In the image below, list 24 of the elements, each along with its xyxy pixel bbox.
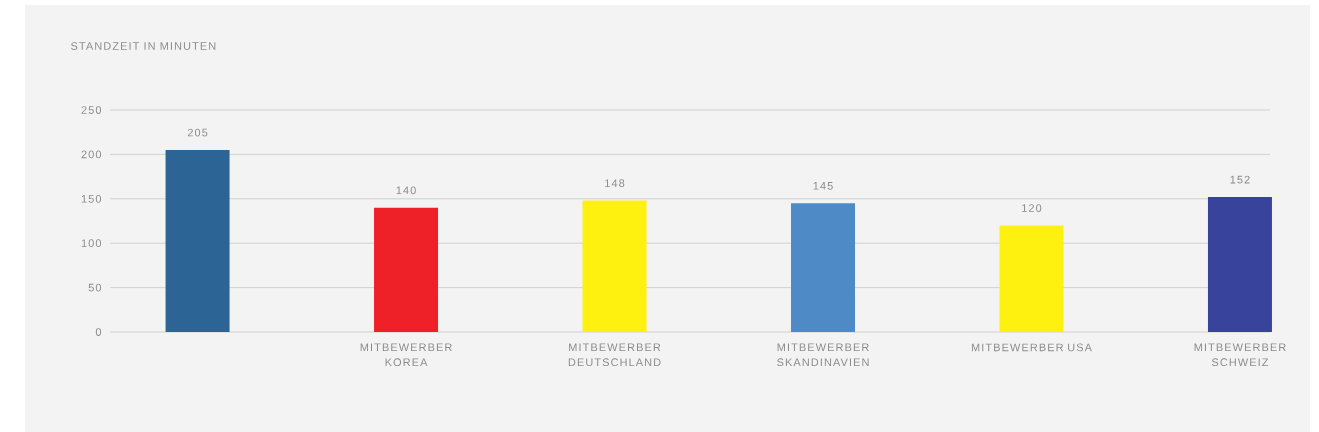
y-tick-label: 250 bbox=[81, 106, 102, 114]
x-tick-label: MITBEWERBER USA bbox=[971, 343, 1092, 352]
data-label: 148 bbox=[605, 179, 625, 188]
data-label: 205 bbox=[187, 128, 208, 137]
data-label: 145 bbox=[813, 182, 833, 190]
bar bbox=[999, 225, 1064, 332]
y-tick-label: 0 bbox=[95, 328, 102, 336]
bar bbox=[165, 149, 230, 332]
bar bbox=[1207, 197, 1272, 332]
y-tick-label: 100 bbox=[81, 239, 102, 248]
chart-title: STANDZEIT IN MINUTEN bbox=[71, 42, 216, 50]
bar bbox=[791, 203, 856, 332]
data-label: 120 bbox=[1022, 204, 1042, 212]
x-tick-label: MITBEWERBER DEUTSCHLAND bbox=[568, 343, 661, 367]
bar bbox=[582, 200, 647, 332]
data-label: 152 bbox=[1230, 175, 1250, 184]
x-tick-label: MITBEWERBER SCHWEIZ bbox=[1194, 343, 1286, 367]
y-tick-label: 50 bbox=[88, 283, 102, 292]
y-tick-label: 200 bbox=[81, 150, 102, 159]
data-label: 140 bbox=[396, 186, 416, 195]
x-tick-label: MITBEWERBER SKANDINAVIEN bbox=[777, 343, 869, 367]
y-tick-label: 150 bbox=[81, 194, 102, 203]
bar bbox=[374, 207, 439, 332]
x-tick-label: MITBEWERBER KOREA bbox=[360, 343, 452, 367]
